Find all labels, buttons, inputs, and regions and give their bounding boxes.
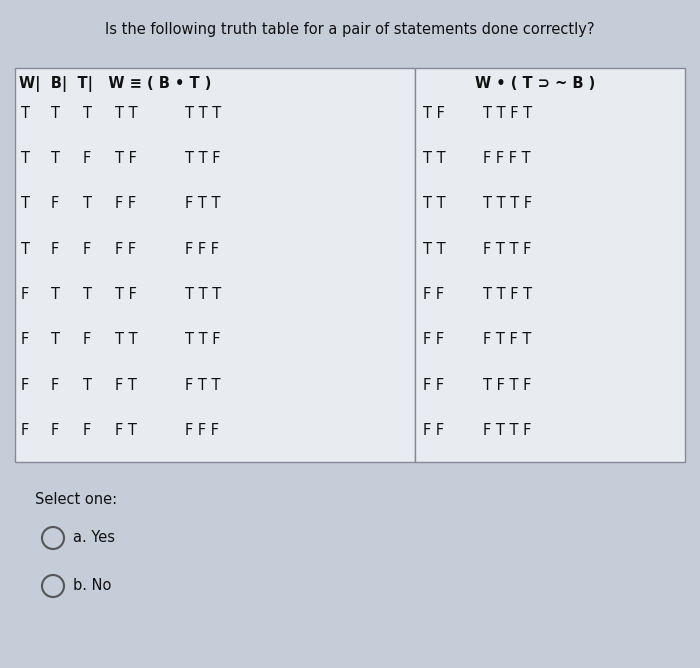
Text: T: T bbox=[51, 151, 60, 166]
Bar bbox=[15, 68, 415, 462]
Text: F F: F F bbox=[423, 287, 444, 302]
Text: F: F bbox=[21, 287, 29, 302]
Text: F T T F: F T T F bbox=[483, 423, 531, 438]
Text: F F: F F bbox=[115, 242, 136, 257]
Text: T F: T F bbox=[115, 151, 137, 166]
Text: F: F bbox=[83, 332, 91, 347]
Text: T T: T T bbox=[423, 242, 446, 257]
Text: b. No: b. No bbox=[73, 578, 111, 593]
Text: F F: F F bbox=[423, 423, 444, 438]
Text: T F: T F bbox=[115, 287, 137, 302]
Text: F: F bbox=[51, 423, 60, 438]
Text: T T: T T bbox=[115, 106, 138, 121]
Text: T F: T F bbox=[423, 106, 445, 121]
Text: F: F bbox=[21, 332, 29, 347]
Text: F F: F F bbox=[423, 377, 444, 393]
Text: F F: F F bbox=[423, 332, 444, 347]
Text: T: T bbox=[51, 106, 60, 121]
Text: T T T: T T T bbox=[185, 287, 221, 302]
Text: F T: F T bbox=[115, 423, 137, 438]
Text: F: F bbox=[21, 377, 29, 393]
Text: T T T: T T T bbox=[185, 106, 221, 121]
Text: T F T F: T F T F bbox=[483, 377, 531, 393]
Text: F F: F F bbox=[115, 196, 136, 212]
Text: T T T F: T T T F bbox=[483, 196, 532, 212]
Text: F T T F: F T T F bbox=[483, 242, 531, 257]
Text: F T: F T bbox=[115, 377, 137, 393]
Text: F: F bbox=[51, 377, 60, 393]
Text: T: T bbox=[83, 377, 92, 393]
Text: T T F T: T T F T bbox=[483, 106, 532, 121]
Text: T: T bbox=[21, 196, 30, 212]
Text: T T F T: T T F T bbox=[483, 287, 532, 302]
Text: T: T bbox=[83, 106, 92, 121]
Text: T T F: T T F bbox=[185, 151, 220, 166]
Text: F: F bbox=[51, 196, 60, 212]
Text: T T: T T bbox=[423, 196, 446, 212]
Text: T: T bbox=[83, 196, 92, 212]
Text: T: T bbox=[21, 242, 30, 257]
Text: a. Yes: a. Yes bbox=[73, 530, 115, 545]
Text: Select one:: Select one: bbox=[35, 492, 117, 507]
Text: F F F T: F F F T bbox=[483, 151, 531, 166]
Bar bbox=[415, 68, 685, 462]
Text: T: T bbox=[21, 106, 30, 121]
Text: F: F bbox=[51, 242, 60, 257]
Text: W • ( T ⊃ ~ B ): W • ( T ⊃ ~ B ) bbox=[475, 76, 595, 91]
Text: F T F T: F T F T bbox=[483, 332, 531, 347]
Text: F T T: F T T bbox=[185, 377, 220, 393]
Text: T: T bbox=[51, 332, 60, 347]
Text: F: F bbox=[83, 151, 91, 166]
Text: T: T bbox=[83, 287, 92, 302]
Text: Is the following truth table for a pair of statements done correctly?: Is the following truth table for a pair … bbox=[105, 22, 595, 37]
Text: F: F bbox=[83, 242, 91, 257]
Text: F: F bbox=[21, 423, 29, 438]
Text: F: F bbox=[83, 423, 91, 438]
Text: T T: T T bbox=[423, 151, 446, 166]
Text: W|  B|  T|   W ≡ ( B • T ): W| B| T| W ≡ ( B • T ) bbox=[19, 76, 211, 92]
Text: F T T: F T T bbox=[185, 196, 220, 212]
Text: T T: T T bbox=[115, 332, 138, 347]
Text: T: T bbox=[51, 287, 60, 302]
Text: F F F: F F F bbox=[185, 423, 219, 438]
Text: F F F: F F F bbox=[185, 242, 219, 257]
Text: T T F: T T F bbox=[185, 332, 220, 347]
Text: T: T bbox=[21, 151, 30, 166]
